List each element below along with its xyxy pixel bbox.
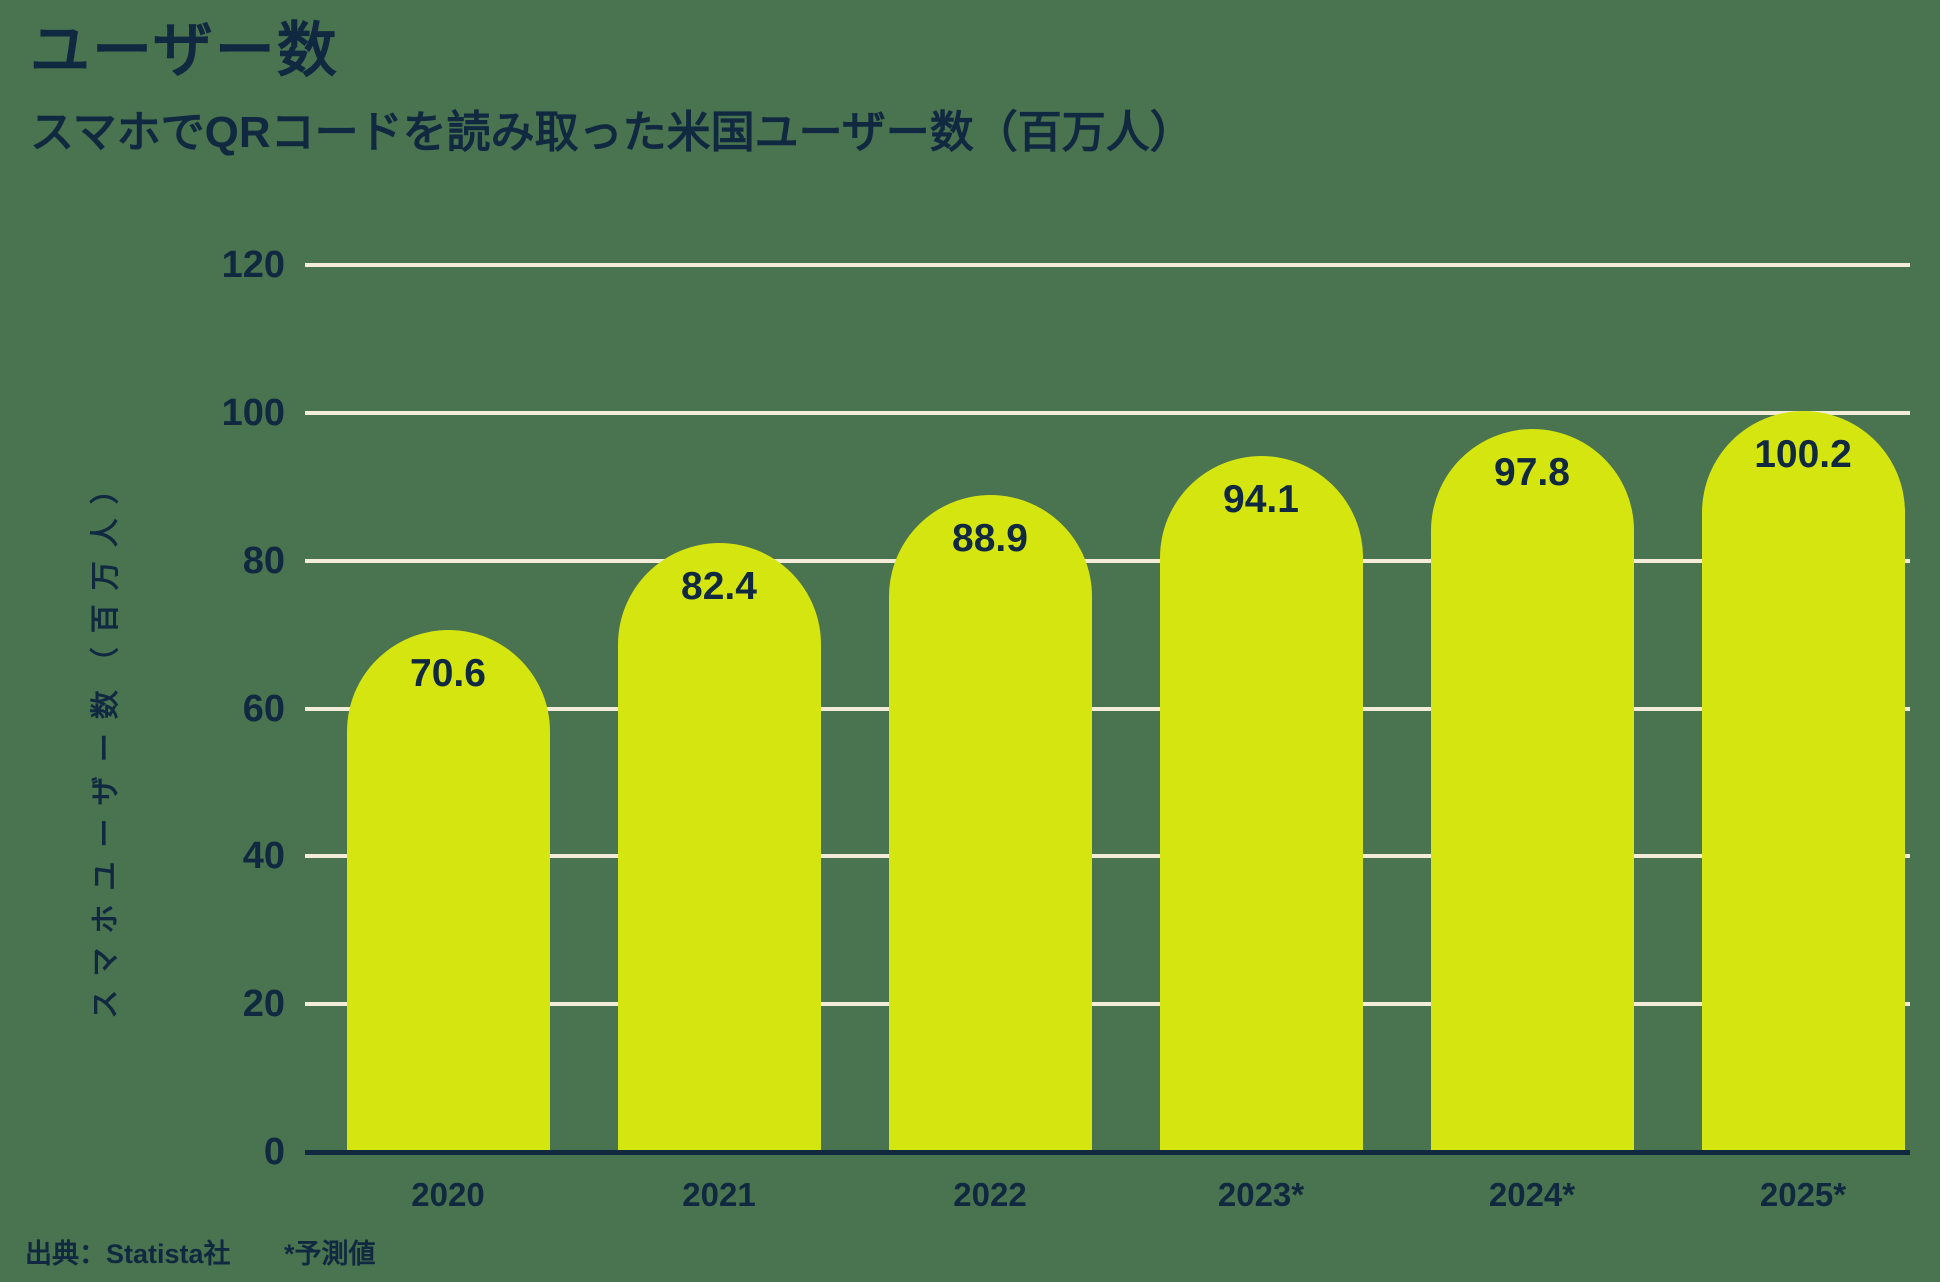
gridline-120 (305, 263, 1910, 267)
bar-value-label-2020: 70.6 (410, 652, 486, 696)
bar-value-label-2024*: 97.8 (1494, 451, 1570, 495)
bar-2025*: 100.2 (1701, 411, 1905, 1152)
x-tick-label-2024*: 2024* (1488, 1176, 1576, 1213)
x-tick-label-2021: 2021 (682, 1176, 756, 1213)
bar-2022: 88.9 (888, 494, 1092, 1152)
gridline-60 (305, 706, 1910, 711)
bar-2021: 82.4 (617, 542, 821, 1152)
x-tick-label-2023*: 2023* (1217, 1176, 1305, 1213)
y-tick-label-0: 0 (263, 1131, 285, 1173)
bar-2024*: 97.8 (1430, 429, 1634, 1152)
gridline-40 (305, 854, 1910, 859)
y-tick-label-80: 80 (242, 539, 285, 582)
y-tick-label-20: 20 (242, 983, 285, 1026)
bar-2023*: 94.1 (1159, 456, 1363, 1152)
x-tick-label-2025*: 2025* (1759, 1176, 1847, 1213)
bar-2020: 70.6 (346, 630, 550, 1152)
forecast-footnote: *予測値 (284, 1239, 376, 1269)
x-tick-label-2022: 2022 (953, 1176, 1027, 1213)
bar-value-label-2023*: 94.1 (1223, 478, 1299, 522)
bar-value-label-2022: 88.9 (952, 516, 1028, 560)
y-tick-label-120: 120 (221, 244, 285, 286)
gridline-20 (305, 1002, 1910, 1007)
chart-title: ユーザー数 (30, 18, 339, 84)
bar-value-label-2025*: 100.2 (1754, 433, 1852, 477)
gridline-100 (305, 410, 1910, 415)
source-note: 出典：Statista社 (25, 1239, 231, 1269)
x-tick-label-2020: 2020 (411, 1176, 485, 1213)
y-tick-label-40: 40 (242, 835, 285, 878)
bar-value-label-2021: 82.4 (681, 564, 757, 608)
x-axis-line (305, 1150, 1910, 1155)
chart-subtitle: スマホでQRコードを読み取った米国ユーザー数（百万人） (30, 108, 1194, 157)
y-tick-label-60: 60 (242, 687, 285, 730)
gridline-80 (305, 558, 1910, 563)
y-tick-label-100: 100 (221, 391, 285, 434)
